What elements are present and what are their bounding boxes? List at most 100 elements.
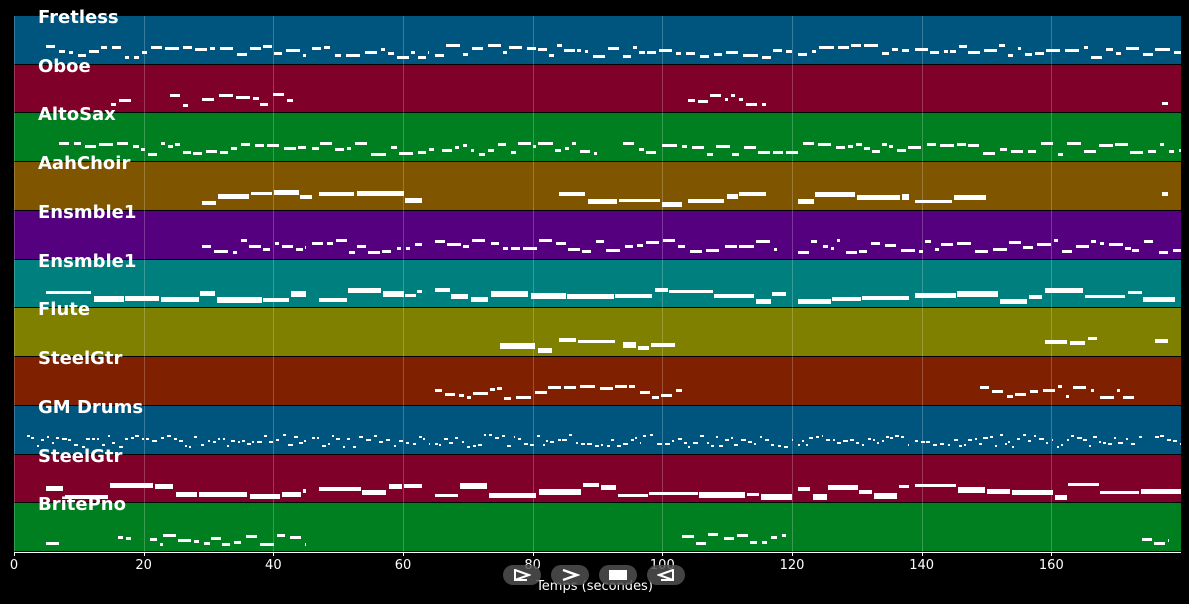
note [773, 151, 784, 155]
note [1167, 538, 1169, 542]
note [40, 438, 44, 441]
note [91, 438, 96, 441]
x-tick [1051, 552, 1053, 556]
next-button[interactable] [551, 565, 589, 585]
note [631, 438, 634, 441]
note [1076, 436, 1082, 439]
note [471, 239, 486, 243]
note [1089, 444, 1092, 447]
x-tick [273, 552, 275, 556]
note [738, 98, 743, 101]
note [46, 45, 56, 49]
note [538, 141, 554, 145]
note [550, 440, 554, 443]
note [662, 144, 677, 148]
note [864, 147, 870, 151]
note [214, 250, 229, 254]
note [638, 147, 644, 151]
play-forward-button[interactable] [503, 565, 541, 585]
note [773, 248, 778, 252]
note [1099, 396, 1114, 400]
note [327, 242, 334, 246]
note [1034, 435, 1037, 438]
note [777, 444, 781, 447]
play-reverse-button[interactable] [647, 565, 685, 585]
note [477, 443, 483, 446]
note [423, 438, 426, 441]
note [1044, 339, 1067, 344]
note [124, 438, 129, 441]
track-lane [14, 162, 1181, 210]
note [710, 93, 721, 97]
note [219, 150, 229, 154]
note [371, 152, 386, 156]
note [112, 442, 115, 445]
gridline [662, 16, 664, 552]
note [1099, 491, 1139, 495]
play-icon [514, 569, 531, 581]
x-axis [14, 552, 1181, 553]
note [506, 445, 511, 447]
note [902, 48, 909, 52]
note [1012, 490, 1053, 496]
note [396, 55, 409, 59]
note [1115, 142, 1128, 146]
note [696, 542, 706, 546]
note [150, 537, 157, 541]
note [31, 437, 34, 440]
note [183, 103, 188, 107]
note [501, 434, 505, 437]
note [816, 436, 819, 439]
note [587, 199, 618, 205]
x-tick [662, 552, 664, 556]
note [1172, 439, 1178, 442]
note [601, 444, 604, 447]
note [93, 296, 124, 303]
note [762, 102, 767, 106]
note [706, 152, 714, 156]
note [580, 385, 595, 389]
stop-button[interactable] [599, 565, 637, 585]
note [210, 46, 215, 50]
note [195, 48, 208, 52]
note [635, 436, 638, 439]
track-label: Ensmble1 [38, 250, 137, 272]
note [688, 199, 725, 204]
note [661, 393, 673, 397]
note [56, 436, 60, 439]
note [885, 244, 896, 248]
note [194, 540, 199, 544]
note [856, 442, 859, 445]
note [117, 141, 129, 145]
note [529, 444, 535, 447]
note [812, 493, 827, 500]
note [68, 438, 72, 441]
note [771, 444, 775, 447]
note [447, 243, 461, 247]
note [707, 533, 719, 537]
note [537, 348, 553, 354]
note [1090, 389, 1095, 393]
note [1108, 443, 1113, 446]
note [710, 445, 714, 448]
note [245, 535, 257, 539]
note [908, 146, 922, 150]
note [1039, 438, 1044, 441]
note [222, 543, 231, 547]
note [836, 239, 841, 243]
note [755, 239, 770, 243]
note [902, 193, 909, 200]
note [724, 98, 728, 102]
note [876, 442, 879, 445]
note [1140, 488, 1181, 494]
track-label: Ensmble1 [38, 201, 137, 223]
note [1159, 435, 1165, 438]
note [365, 438, 371, 441]
note [546, 440, 548, 443]
note [355, 142, 367, 146]
note [537, 48, 547, 52]
note [160, 297, 199, 303]
note [617, 445, 622, 448]
note [406, 441, 410, 444]
note [1084, 45, 1089, 49]
